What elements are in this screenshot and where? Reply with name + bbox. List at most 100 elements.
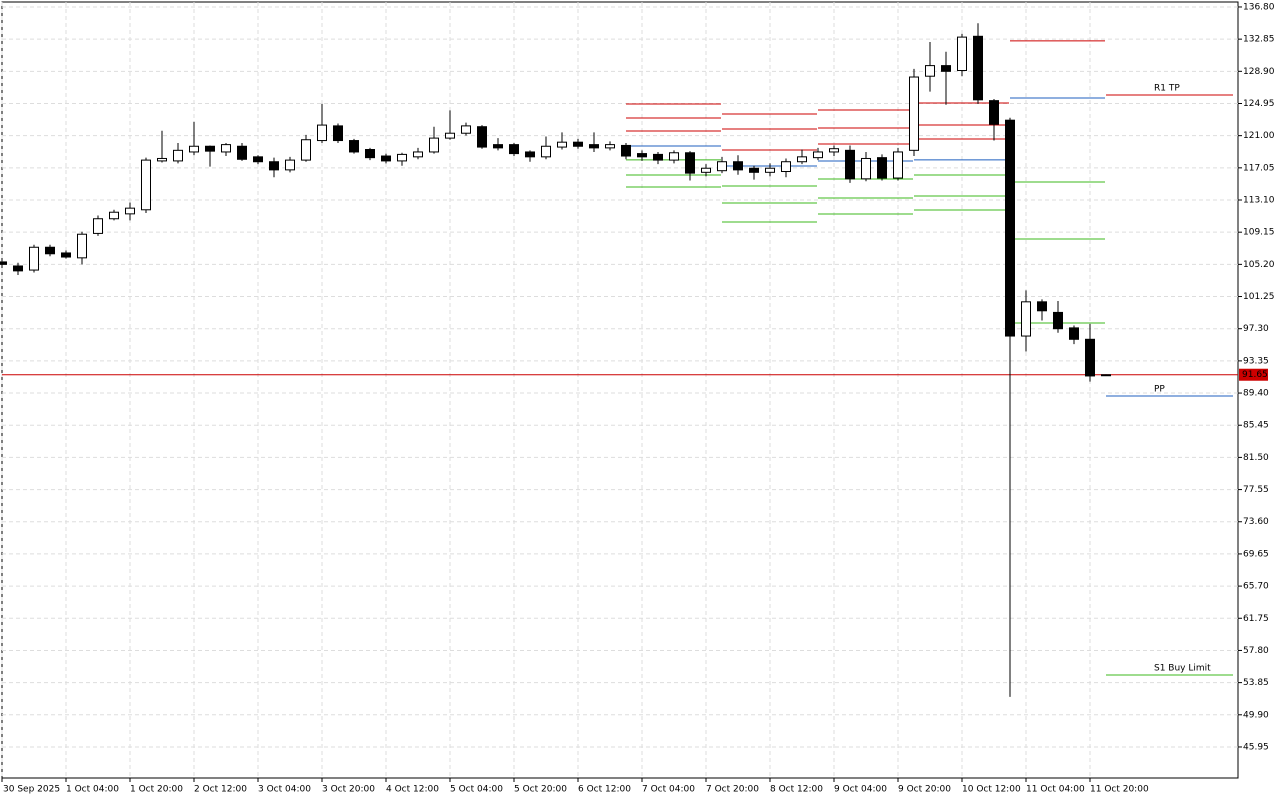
candle-body xyxy=(925,65,935,77)
y-tick-label: 93.35 xyxy=(1243,356,1269,366)
candle-body xyxy=(877,157,887,179)
y-tick-label: 117.05 xyxy=(1243,163,1275,173)
candle-body xyxy=(813,151,823,159)
candle-body xyxy=(557,141,567,148)
x-tick-label: 3 Oct 04:00 xyxy=(258,785,311,795)
x-tick-label: 30 Sep 2025 xyxy=(3,785,60,795)
candle-body xyxy=(381,155,391,162)
x-tick-label: 7 Oct 04:00 xyxy=(642,785,695,795)
candle-body xyxy=(333,125,343,142)
candle-body xyxy=(1101,374,1111,377)
candle-body xyxy=(525,151,535,158)
y-tick-label: 73.60 xyxy=(1243,517,1269,527)
candle-body xyxy=(269,161,279,171)
last-price-label: 91.65 xyxy=(1242,370,1268,380)
y-tick-label: 65.70 xyxy=(1243,582,1269,592)
x-tick-label: 11 Oct 04:00 xyxy=(1026,785,1085,795)
candle-body xyxy=(477,126,487,148)
level-label: S1 Buy Limit xyxy=(1154,663,1211,673)
candle-body xyxy=(749,167,759,173)
candle-body xyxy=(637,153,647,158)
y-tick-label: 57.80 xyxy=(1243,646,1269,656)
candle-body xyxy=(589,144,599,149)
y-tick-label: 89.40 xyxy=(1243,389,1269,399)
candle-body xyxy=(1069,327,1079,340)
y-tick-label: 81.50 xyxy=(1243,453,1269,463)
x-tick-label: 4 Oct 12:00 xyxy=(386,785,439,795)
y-tick-label: 97.30 xyxy=(1243,324,1269,334)
y-tick-label: 61.75 xyxy=(1243,614,1269,624)
candle-body xyxy=(317,124,327,142)
candle-body xyxy=(77,233,87,259)
y-tick-label: 69.65 xyxy=(1243,549,1269,559)
last-price-tag xyxy=(1239,368,1268,381)
x-tick-label: 10 Oct 12:00 xyxy=(962,785,1021,795)
candle-body xyxy=(349,140,359,153)
candle-body xyxy=(989,100,999,125)
candle-body xyxy=(429,137,439,153)
candle-body xyxy=(301,139,311,161)
candle-body xyxy=(605,144,615,149)
candle-body xyxy=(829,148,839,153)
y-tick-label: 124.95 xyxy=(1243,99,1275,109)
candle-body xyxy=(93,218,103,234)
candle-body xyxy=(1005,119,1015,337)
plot-frame xyxy=(1,1,1239,779)
candle-body xyxy=(285,159,295,171)
candle-body xyxy=(941,65,951,72)
candle-body xyxy=(1085,338,1095,377)
candle-body xyxy=(781,161,791,173)
candle-body xyxy=(669,152,679,161)
candle-body xyxy=(413,151,423,158)
y-tick-label: 128.90 xyxy=(1243,67,1275,77)
candle-body xyxy=(509,144,519,155)
candle-body xyxy=(109,211,119,220)
level-label: PP xyxy=(1154,384,1165,394)
x-tick-label: 8 Oct 12:00 xyxy=(770,785,823,795)
x-tick-label: 9 Oct 20:00 xyxy=(898,785,951,795)
candle-body xyxy=(701,167,711,173)
x-tick-label: 9 Oct 04:00 xyxy=(834,785,887,795)
y-tick-label: 101.25 xyxy=(1243,292,1275,302)
y-tick-label: 121.00 xyxy=(1243,131,1275,141)
candle-body xyxy=(29,246,39,271)
candle-body xyxy=(45,246,55,255)
y-tick-label: 105.20 xyxy=(1243,260,1275,270)
candle-body xyxy=(237,145,247,160)
candle-body xyxy=(1037,301,1047,312)
y-tick-label: 85.45 xyxy=(1243,421,1269,431)
candle-body xyxy=(973,35,983,101)
candle-body xyxy=(189,145,199,153)
candle-body xyxy=(397,153,407,162)
candle-body xyxy=(957,36,967,72)
y-tick-label: 49.90 xyxy=(1243,710,1269,720)
x-tick-label: 11 Oct 20:00 xyxy=(1090,785,1149,795)
candle-body xyxy=(141,159,151,211)
candle-body xyxy=(1053,311,1063,330)
x-tick-label: 3 Oct 20:00 xyxy=(322,785,375,795)
candle-body xyxy=(717,161,727,172)
candle-body xyxy=(685,152,695,174)
y-tick-label: 109.15 xyxy=(1243,228,1275,238)
x-tick-label: 1 Oct 04:00 xyxy=(66,785,119,795)
candle-body xyxy=(221,144,231,153)
y-tick-label: 53.85 xyxy=(1243,678,1269,688)
candle-body xyxy=(893,151,903,179)
candle-body xyxy=(1021,301,1031,337)
x-tick-label: 2 Oct 12:00 xyxy=(194,785,247,795)
candle-body xyxy=(909,76,919,151)
x-tick-label: 1 Oct 20:00 xyxy=(130,785,183,795)
candle-body xyxy=(765,167,775,173)
y-tick-label: 132.85 xyxy=(1243,35,1275,45)
x-tick-label: 5 Oct 04:00 xyxy=(450,785,503,795)
candle-body xyxy=(13,265,23,272)
candle-body xyxy=(621,144,631,157)
y-tick-label: 77.55 xyxy=(1243,485,1269,495)
candle-body xyxy=(0,261,7,265)
y-tick-label: 113.10 xyxy=(1243,196,1275,206)
candle-body xyxy=(365,149,375,159)
candle-body xyxy=(653,153,663,161)
candle-body xyxy=(845,149,855,180)
candle-body xyxy=(493,144,503,149)
